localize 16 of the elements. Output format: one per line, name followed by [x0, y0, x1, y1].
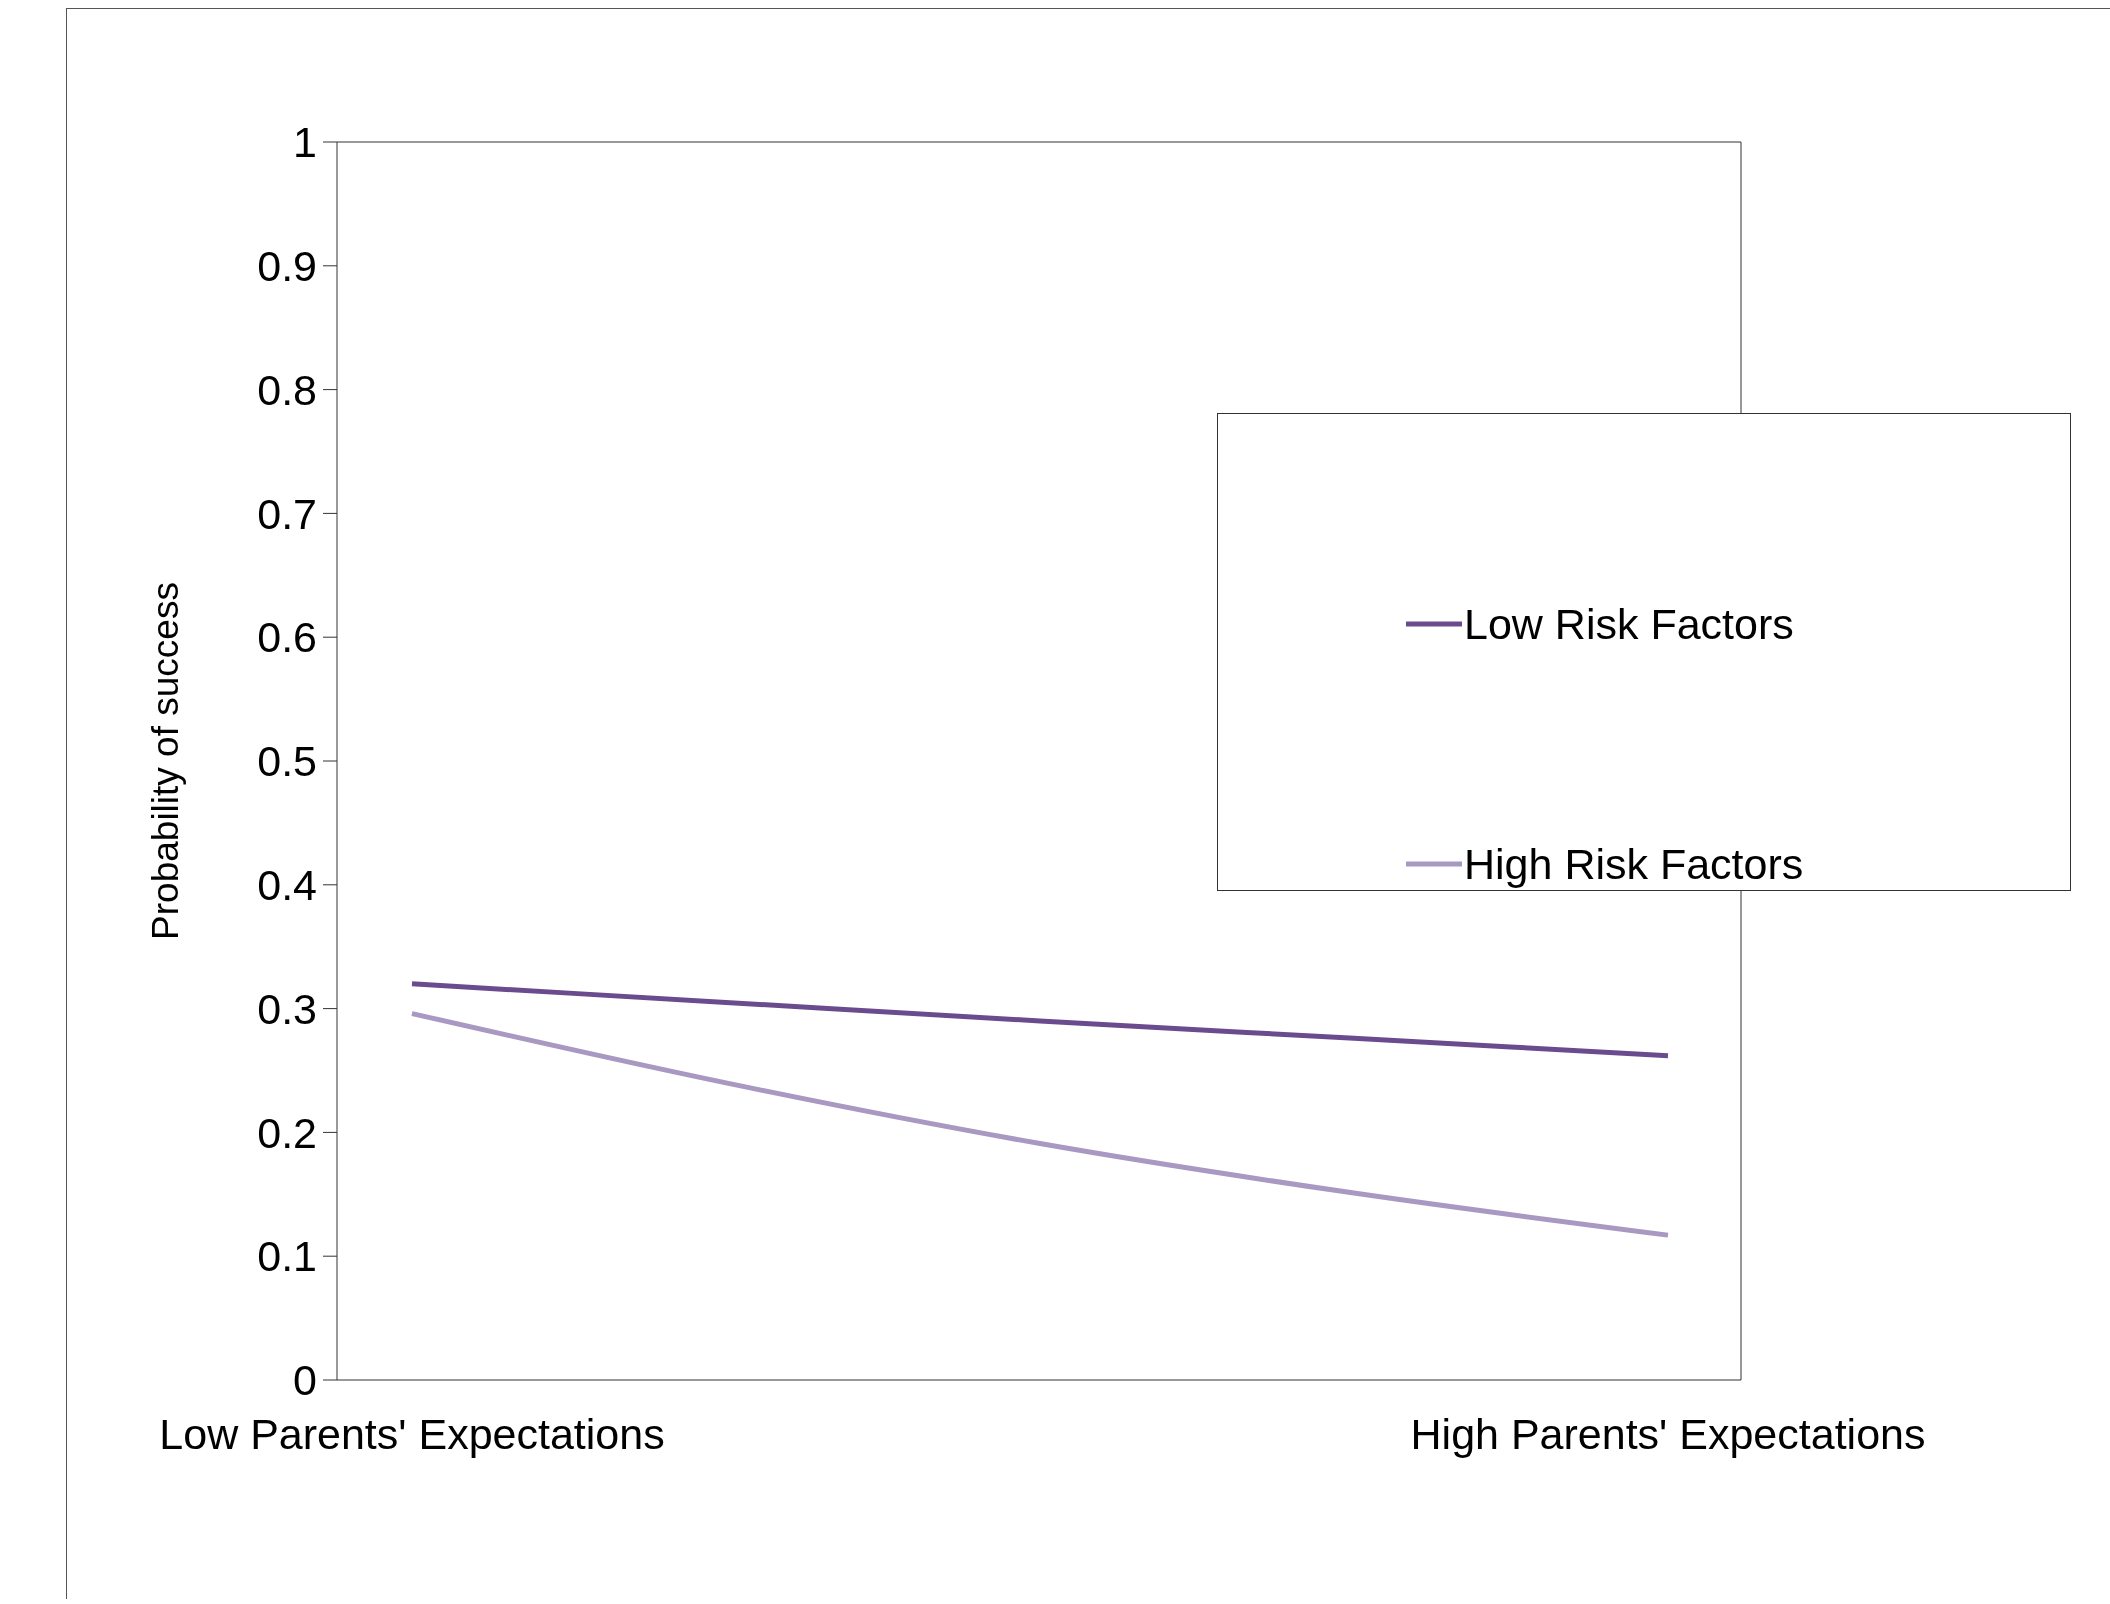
x-tick-label: Low Parents' Expectations: [159, 1409, 665, 1458]
y-tick-label: 0.5: [257, 737, 317, 786]
y-tick-label: 0.6: [257, 613, 317, 662]
legend-label: Low Risk Factors: [1464, 599, 1794, 649]
y-tick-label: 0: [293, 1356, 317, 1405]
y-tick-label: 0.2: [257, 1108, 317, 1157]
y-axis-title: Probability of success: [145, 582, 187, 940]
y-tick-label: 0.7: [257, 489, 317, 538]
x-tick-label: High Parents' Expectations: [1410, 1409, 1926, 1458]
legend-label: High Risk Factors: [1464, 839, 1804, 889]
y-tick-label: 0.3: [257, 984, 317, 1033]
y-tick-label: 0.8: [257, 365, 317, 414]
y-tick-label: 0.9: [257, 242, 317, 291]
y-tick-label: 0.1: [257, 1232, 317, 1281]
y-tick-label: 0.4: [257, 861, 317, 910]
y-tick-label: 1: [293, 118, 317, 167]
